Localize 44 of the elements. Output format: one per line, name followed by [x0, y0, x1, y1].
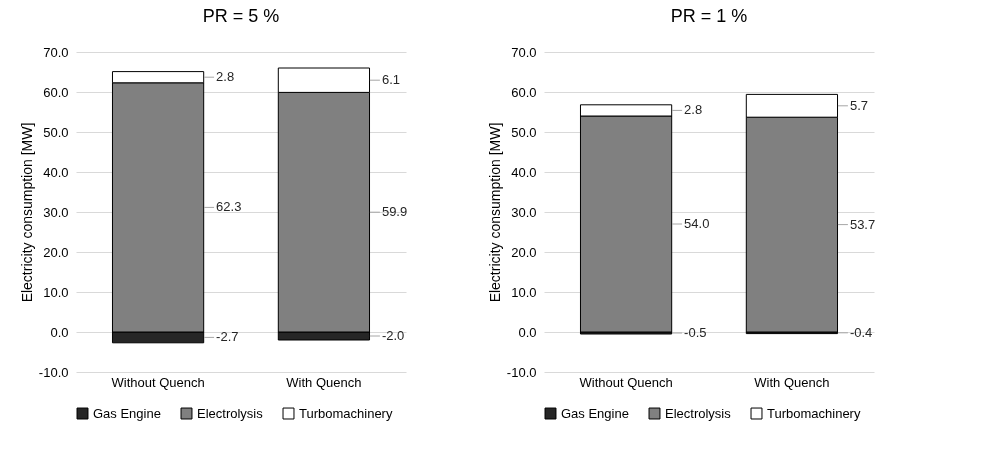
y-tick-label: 30.0: [511, 204, 537, 220]
x-tick-label: With Quench: [754, 374, 830, 390]
data-label: 59.9: [381, 204, 408, 220]
data-label: -2.7: [216, 329, 239, 345]
y-tick-label: -10.0: [38, 364, 69, 380]
legend-label: Turbomachinery: [767, 405, 861, 421]
chart-title: PR = 1 %: [670, 6, 748, 26]
y-tick-label: 0.0: [50, 324, 69, 340]
legend-label: Gas Engine: [93, 405, 161, 421]
data-label: 62.3: [216, 199, 242, 215]
legend-label: Electrolysis: [665, 405, 732, 421]
y-tick-label: 10.0: [43, 284, 69, 300]
data-label: 6.1: [381, 72, 400, 88]
y-tick-label: 50.0: [511, 124, 537, 140]
y-tick-label: 30.0: [43, 204, 69, 220]
y-tick-label: 70.0: [511, 44, 537, 60]
y-tick-label: 0.0: [518, 324, 537, 340]
data-label: 2.8: [216, 69, 235, 85]
legend-label: Turbomachinery: [299, 405, 393, 421]
y-tick-label: 20.0: [43, 244, 69, 260]
x-tick-label: With Quench: [286, 374, 362, 390]
y-tick-label: 70.0: [43, 44, 69, 60]
x-tick-label: Without Quench: [111, 374, 205, 390]
data-label: -2.0: [381, 328, 405, 343]
y-tick-label: 50.0: [43, 124, 69, 140]
legend-label: Electrolysis: [197, 405, 264, 421]
y-tick-label: 40.0: [511, 164, 537, 180]
y-axis-title: Electricity consumption [MW]: [18, 122, 35, 303]
data-label: -0.4: [849, 324, 873, 340]
y-tick-label: 60.0: [511, 84, 537, 100]
y-tick-label: -10.0: [506, 364, 537, 380]
data-label: 53.7: [849, 216, 876, 232]
data-label: -0.5: [684, 325, 707, 340]
data-label: 2.8: [684, 102, 703, 118]
y-axis-title: Electricity consumption [MW]: [486, 122, 503, 303]
y-tick-label: 10.0: [511, 284, 537, 300]
y-tick-label: 60.0: [43, 84, 69, 100]
y-tick-label: 20.0: [511, 244, 537, 260]
legend-label: Gas Engine: [561, 405, 629, 421]
data-label: 5.7: [849, 97, 868, 113]
data-label: 54.0: [684, 216, 710, 231]
x-tick-label: Without Quench: [579, 374, 673, 390]
y-tick-label: 40.0: [43, 164, 69, 180]
chart-title: PR = 5 %: [202, 6, 280, 26]
